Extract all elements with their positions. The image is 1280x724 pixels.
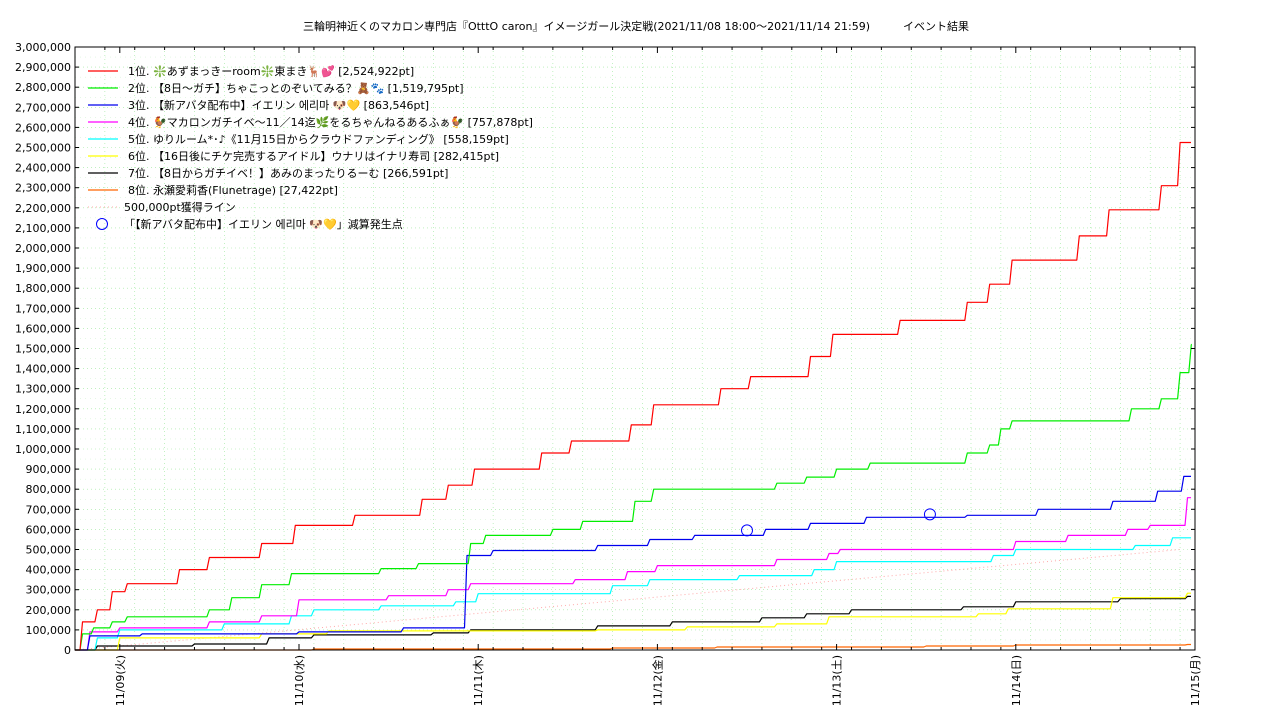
y-tick-label: 1,300,000 — [15, 383, 71, 396]
y-tick-label: 2,000,000 — [15, 242, 71, 255]
series-line-rank-6 — [75, 592, 1191, 651]
y-tick-label: 400,000 — [26, 564, 72, 577]
series-line-rank-2 — [75, 343, 1192, 651]
legend-entry: 5位. ゆりルーム*･♪《11月15日からクラウドファンディング》 [558,1… — [128, 132, 509, 146]
y-tick-label: 300,000 — [26, 584, 72, 597]
y-tick-label: 2,500,000 — [15, 142, 71, 155]
y-tick-label: 1,600,000 — [15, 322, 71, 335]
y-tick-label: 1,000,000 — [15, 443, 71, 456]
legend-entry: 8位. 永瀬愛莉香(Flunetrage) [27,422pt] — [128, 183, 338, 197]
legend-swatch-marker — [96, 218, 108, 230]
y-tick-label: 800,000 — [26, 483, 72, 496]
legend-entry: 4位. 🐓マカロンガチイベ〜11／14迄🌿をるちゃんねるあるふぁ🐓 [757,8… — [128, 115, 533, 129]
deduction-marker — [923, 508, 936, 521]
legend-entry-reference: 500,000pt獲得ライン — [124, 201, 236, 214]
y-tick-label: 2,900,000 — [15, 61, 71, 74]
x-tick-label: 11/09(火) — [114, 655, 127, 706]
y-tick-label: 2,600,000 — [15, 121, 71, 134]
y-tick-label: 3,000,000 — [15, 41, 71, 54]
series-line-rank-3 — [75, 475, 1191, 651]
y-tick-label: 600,000 — [26, 523, 72, 536]
y-tick-label: 0 — [64, 644, 71, 657]
y-tick-label: 900,000 — [26, 463, 72, 476]
y-tick-label: 1,400,000 — [15, 363, 71, 376]
legend-entry: 6位. 【16日後にチケ完売するアイドル】ウナリはイナリ寿司 [282,415p… — [128, 149, 499, 163]
legend-entry: 2位. 【8日〜ガチ】ちゃこっとのぞいてみる？🧸🐾 [1,519,795pt] — [128, 81, 464, 95]
x-tick-label: 11/13(土) — [831, 655, 844, 706]
y-tick-label: 1,700,000 — [15, 302, 71, 315]
y-tick-label: 2,100,000 — [15, 222, 71, 235]
y-tick-label: 500,000 — [26, 544, 72, 557]
y-tick-label: 2,200,000 — [15, 202, 71, 215]
series-line-rank-5 — [75, 537, 1191, 651]
x-tick-label: 11/10(水) — [293, 655, 306, 706]
legend-entry: 3位. 【新アバタ配布中】イエリン 에리마 🐶💛 [863,546pt] — [128, 98, 429, 112]
y-tick-label: 1,100,000 — [15, 423, 71, 436]
series-layer — [75, 141, 1192, 651]
legend-entry: 7位. 【8日からガチイベ！】あみのまったりるーむ [266,591pt] — [128, 166, 448, 180]
legend-entry-marker: 「【新アバタ配布中】イエリン 에리마 🐶💛」減算発生点 — [124, 217, 403, 231]
y-tick-label: 1,800,000 — [15, 282, 71, 295]
reference-line-500k — [74, 549, 1181, 651]
series-line-rank-1 — [75, 141, 1191, 651]
y-tick-label: 700,000 — [26, 503, 72, 516]
series-line-rank-8 — [75, 643, 1191, 651]
y-tick-label: 2,400,000 — [15, 162, 71, 175]
legend-entry: 1位. ❇️あずまっきーroom❇️東まき🦌💕 [2,524,922pt] — [128, 64, 414, 78]
y-tick-label: 1,900,000 — [15, 262, 71, 275]
y-tick-label: 1,500,000 — [15, 343, 71, 356]
axes: 0 100,000 200,000 300,000 400,000 500,000 600,… — [15, 41, 1202, 706]
x-tick-label: 11/11(木) — [472, 655, 485, 706]
x-tick-label: 11/15(月) — [1189, 655, 1202, 706]
y-tick-label: 2,700,000 — [15, 101, 71, 114]
x-tick-label: 11/14(日) — [1010, 655, 1023, 706]
x-tick-label: 11/12(金) — [650, 655, 664, 706]
grid-lines — [74, 47, 1195, 650]
reference-line-layer — [74, 549, 1181, 651]
y-tick-label: 2,300,000 — [15, 182, 71, 195]
y-tick-label: 2,800,000 — [15, 81, 71, 94]
marker-layer — [741, 508, 936, 537]
legend: 1位. ❇️あずまっきーroom❇️東まき🦌💕 [2,524,922pt] 2位.… — [88, 64, 533, 231]
series-line-rank-7 — [75, 595, 1191, 651]
series-line-rank-4 — [75, 497, 1191, 651]
y-tick-label: 100,000 — [26, 624, 72, 637]
deduction-marker — [741, 524, 753, 537]
chart-title: 三輪明神近くのマカロン専門店『OtttO caron』イメージガール決定戦(20… — [303, 19, 969, 33]
y-tick-label: 1,200,000 — [15, 403, 71, 416]
y-tick-label: 200,000 — [26, 604, 72, 617]
